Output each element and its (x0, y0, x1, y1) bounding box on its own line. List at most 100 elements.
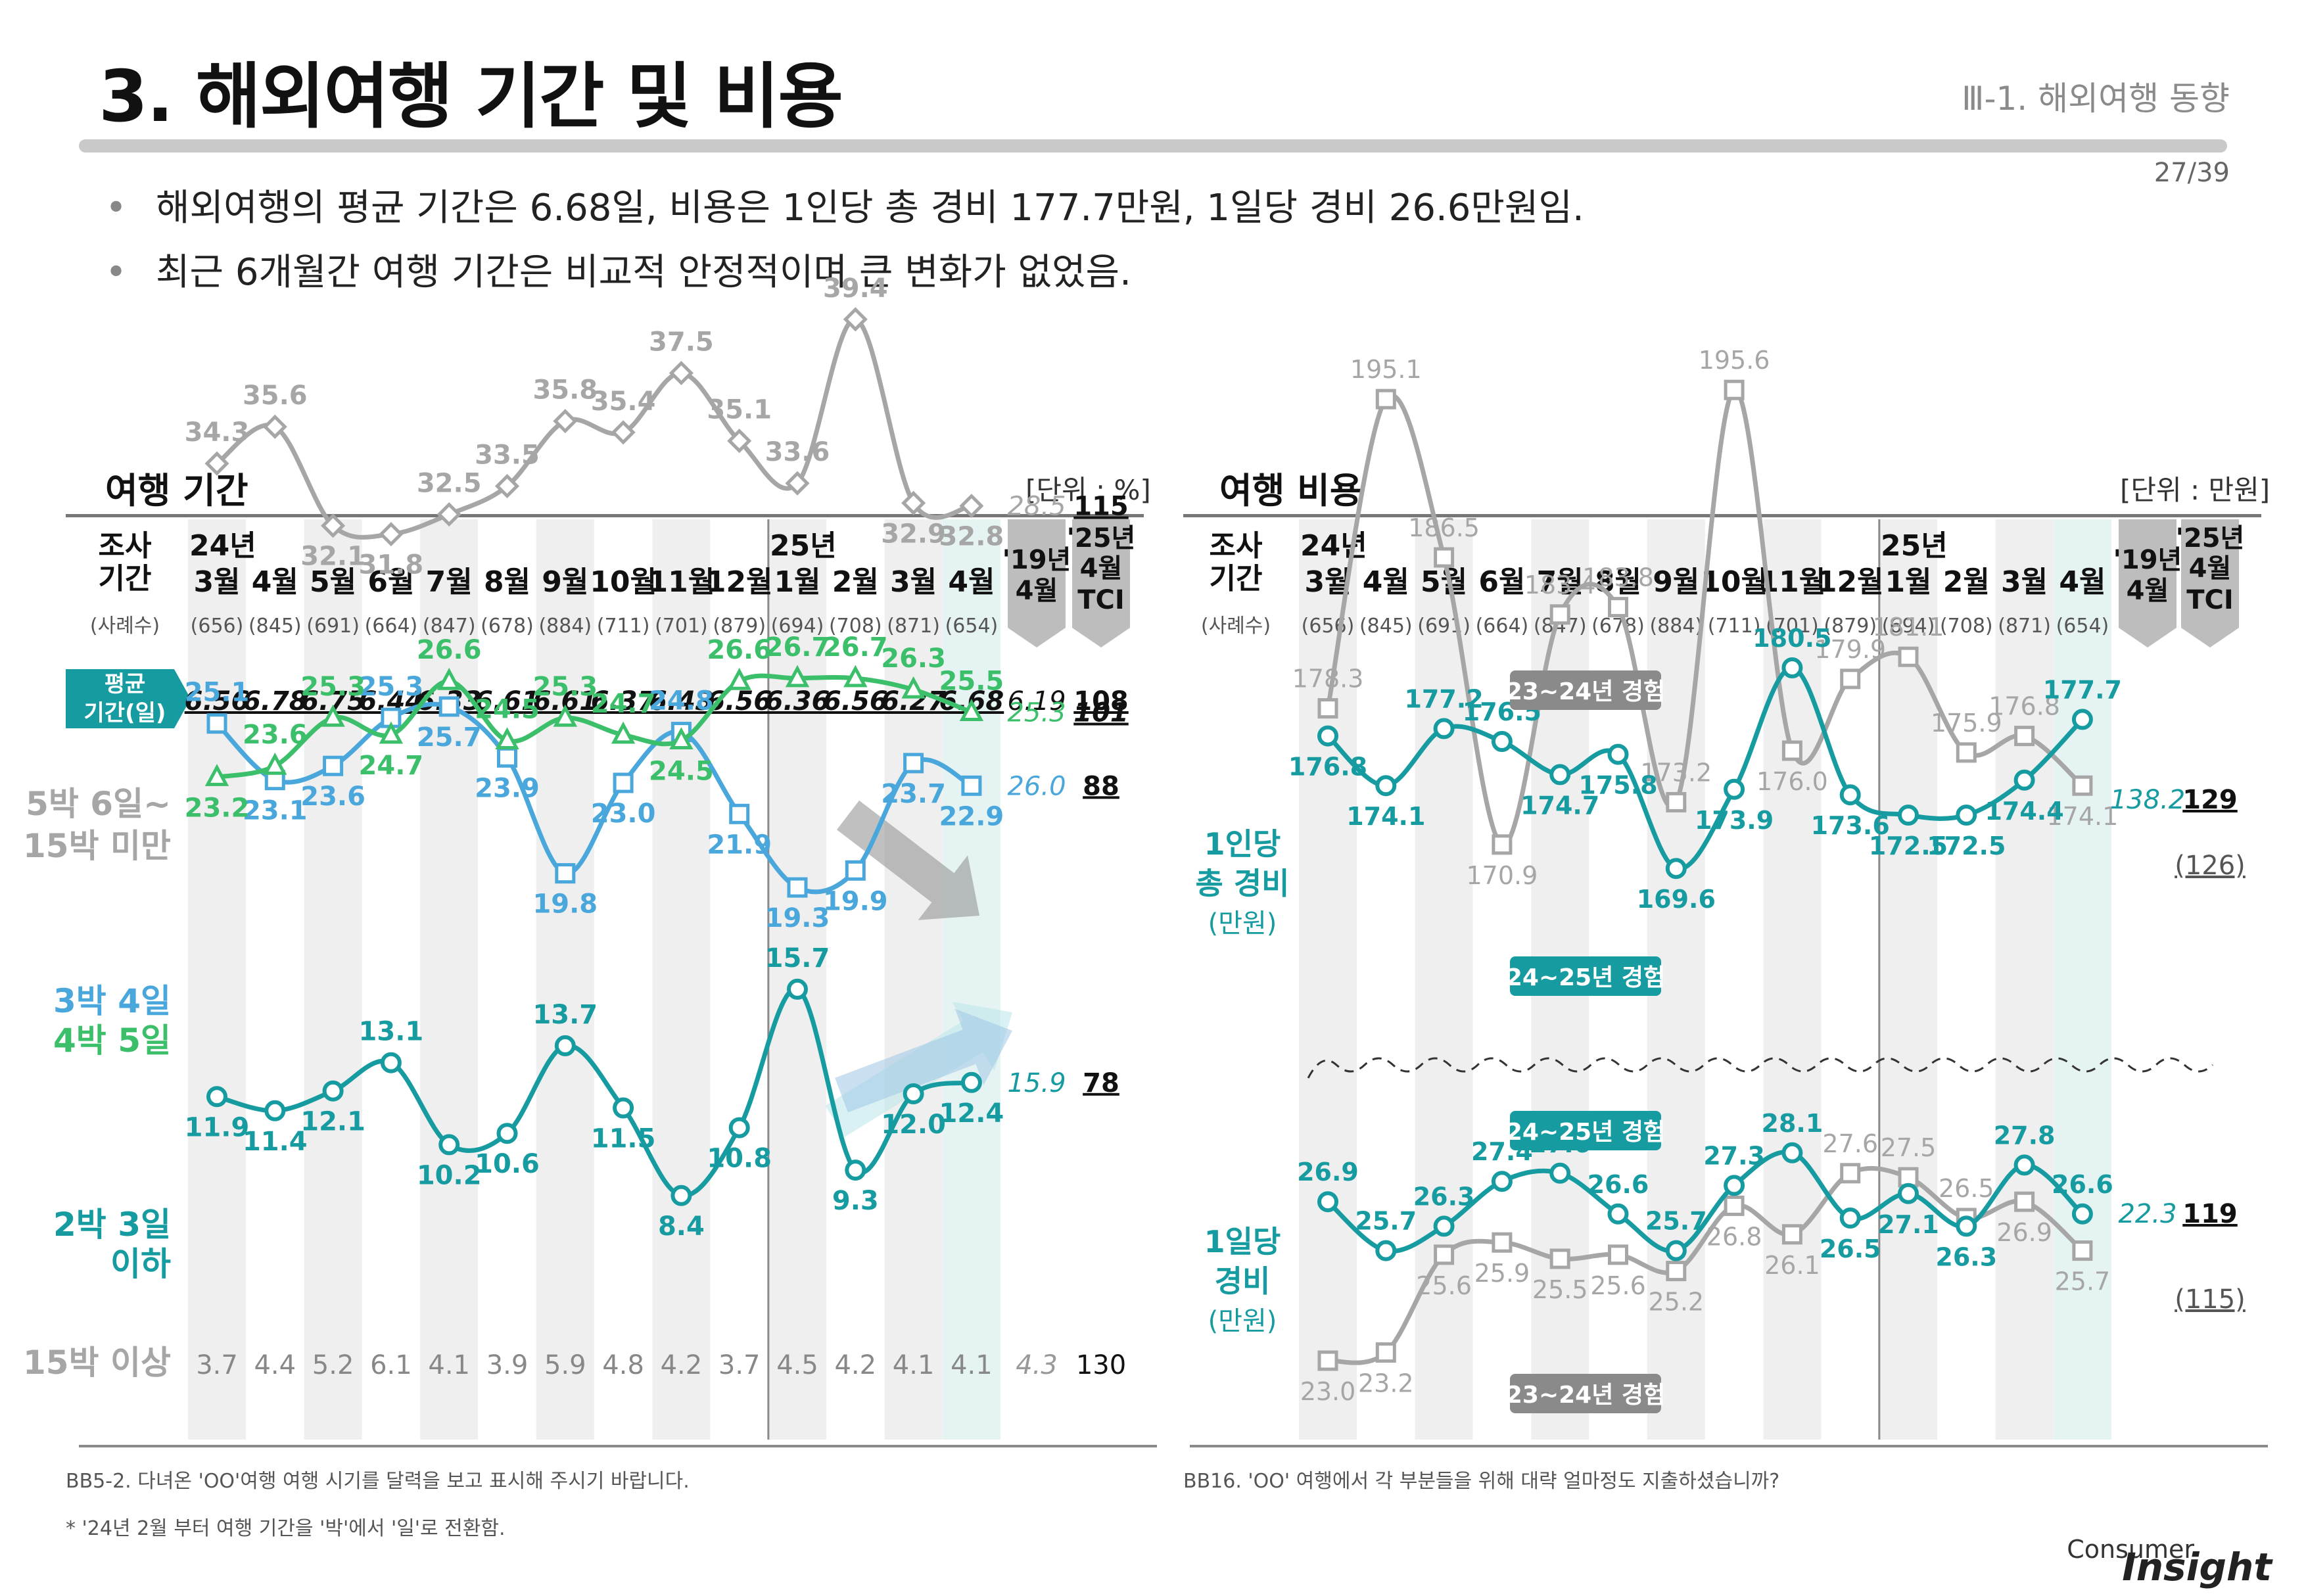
data-label-tot_t: 176.8 (1288, 753, 1367, 782)
data-label-teal: 12.4 (939, 1098, 1004, 1129)
data-label-day_t: 26.3 (1413, 1182, 1475, 1211)
data-point-green (495, 727, 519, 749)
data-label-day_g: 25.5 (1532, 1275, 1588, 1304)
sample-size: (694) (1882, 615, 1935, 638)
sample-size: (711) (1708, 615, 1761, 638)
ref-2019-daily: 22.3 (2118, 1199, 2177, 1229)
data-label-teal: 9.3 (832, 1186, 879, 1216)
data-label-day_g: 26.8 (1706, 1222, 1762, 1251)
data-label-green: 24.7 (359, 751, 424, 781)
data-point-tot_t (1781, 657, 1803, 678)
data-point-tot_t (1956, 805, 1977, 826)
survey-label: 조사 (1210, 529, 1263, 563)
data-point-teal (845, 1160, 866, 1181)
data-point-tot_g (2014, 726, 2035, 747)
left-footnote-2: * '24년 2월 부터 여행 기간을 '박'에서 '일'로 전환함. (66, 1517, 506, 1540)
sample-size: (884) (538, 615, 592, 638)
data-point-teal (613, 1097, 634, 1119)
long-stay-value: 6.1 (370, 1350, 412, 1380)
logo-insight: Insight (2122, 1545, 2272, 1589)
data-point-teal (322, 1080, 344, 1102)
data-point-long (843, 307, 868, 332)
logo-consumer: Consumer (2067, 1535, 2194, 1564)
sample-size-label: (사례수) (90, 615, 160, 638)
data-label-tot_t: 177.7 (2043, 675, 2122, 704)
long-stay-value: 4.2 (834, 1350, 876, 1380)
reference-column-tab (2181, 519, 2239, 647)
data-point-day_g (1608, 1244, 1628, 1265)
data-point-day_g (1492, 1232, 1513, 1253)
series-name-long: 5박 6일~ (26, 785, 171, 823)
data-point-tot_g (1375, 388, 1396, 410)
data-label-teal: 8.4 (658, 1211, 705, 1242)
month-label: 2월 (1943, 565, 1990, 599)
data-point-tot_t (1549, 764, 1571, 786)
month-label: 12월 (706, 565, 773, 599)
data-point-teal (554, 1035, 576, 1056)
data-point-green (901, 676, 926, 699)
avg-duration-value: 6.56 (185, 686, 250, 716)
survey-label: 기간 (1210, 562, 1263, 596)
sample-size: (845) (248, 615, 302, 638)
sample-size: (884) (1649, 615, 1703, 638)
data-label-tot_g: 195.6 (1699, 346, 1770, 375)
data-label-long: 37.5 (649, 327, 714, 358)
month-label: 10월 (1701, 565, 1768, 599)
data-label-long: 32.9 (881, 519, 946, 549)
data-label-day_t: 26.6 (1588, 1170, 1649, 1199)
data-point-long (553, 409, 578, 434)
data-point-day_g (1898, 1167, 1919, 1188)
data-label-teal: 11.4 (243, 1127, 308, 1157)
badge-23-24-bottom: 23~24년 경험 (1506, 1382, 1665, 1409)
data-label-teal: 10.8 (707, 1144, 772, 1174)
section-label: Ⅲ-1. 해외여행 동향 (1961, 80, 2230, 118)
data-label-tot_g: 170.9 (1467, 861, 1538, 890)
long-stay-value: 3.9 (486, 1350, 529, 1380)
data-label-tot_t: 169.6 (1637, 885, 1716, 914)
ref-2019-label: 4월 (1016, 576, 1058, 606)
month-label: 5월 (310, 565, 356, 599)
month-label: 3월 (890, 565, 937, 599)
data-point-day_g (2014, 1191, 2035, 1212)
data-label-blue: 23.9 (475, 773, 540, 803)
series-name-short: 2박 3일 (53, 1206, 171, 1244)
right-footnote: BB16. 'OO' 여행에서 각 부분들을 위해 대략 얼마정도 지출하셨습니… (1183, 1470, 1780, 1493)
data-point-blue (729, 803, 750, 824)
data-point-long (901, 490, 926, 515)
data-point-green (553, 704, 577, 727)
long-stay-value: 4.1 (951, 1350, 993, 1380)
data-label-blue: 19.8 (532, 889, 598, 920)
data-point-tot_g (1549, 604, 1570, 625)
data-label-green: 24.5 (475, 695, 540, 725)
data-point-teal (438, 1134, 460, 1156)
long-stay-value: 4.8 (602, 1350, 644, 1380)
data-point-teal (671, 1185, 692, 1206)
data-label-tot_g: 186.5 (1408, 513, 1480, 542)
data-point-day_t (1433, 1215, 1455, 1237)
data-point-teal (206, 1086, 227, 1108)
reference-column-tab (2119, 519, 2177, 647)
left-header-line (66, 514, 1144, 517)
month-label: 8월 (484, 565, 530, 599)
data-point-green (727, 667, 751, 690)
data-label-day_g: 25.9 (1474, 1259, 1530, 1288)
tci-daily-prev: (115) (2175, 1284, 2246, 1315)
data-point-day_t (1839, 1208, 1861, 1229)
month-band (1995, 519, 2054, 1440)
long-stay-value: 4.1 (893, 1350, 935, 1380)
month-label: 6월 (367, 565, 414, 599)
data-label-day_t: 26.6 (2052, 1170, 2113, 1199)
page-number: 27/39 (2153, 158, 2230, 188)
data-point-teal (264, 1100, 286, 1121)
badge-24-25-top: 24~25년 경험 (1506, 964, 1665, 991)
left-footnote: BB5-2. 다녀온 'OO'여행 여행 시기를 달력을 보고 표시해 주시기 … (66, 1470, 690, 1493)
survey-label: 기간 (99, 562, 152, 596)
long-stay-value: 3.7 (196, 1350, 238, 1380)
data-label-green: 26.6 (417, 635, 482, 665)
data-point-long (204, 451, 229, 476)
sample-size: (656) (191, 615, 244, 638)
long-stay-value: 4.2 (661, 1350, 703, 1380)
data-label-day_t: 27.8 (1994, 1121, 2056, 1150)
long-stay-tci: 130 (1076, 1350, 1126, 1380)
